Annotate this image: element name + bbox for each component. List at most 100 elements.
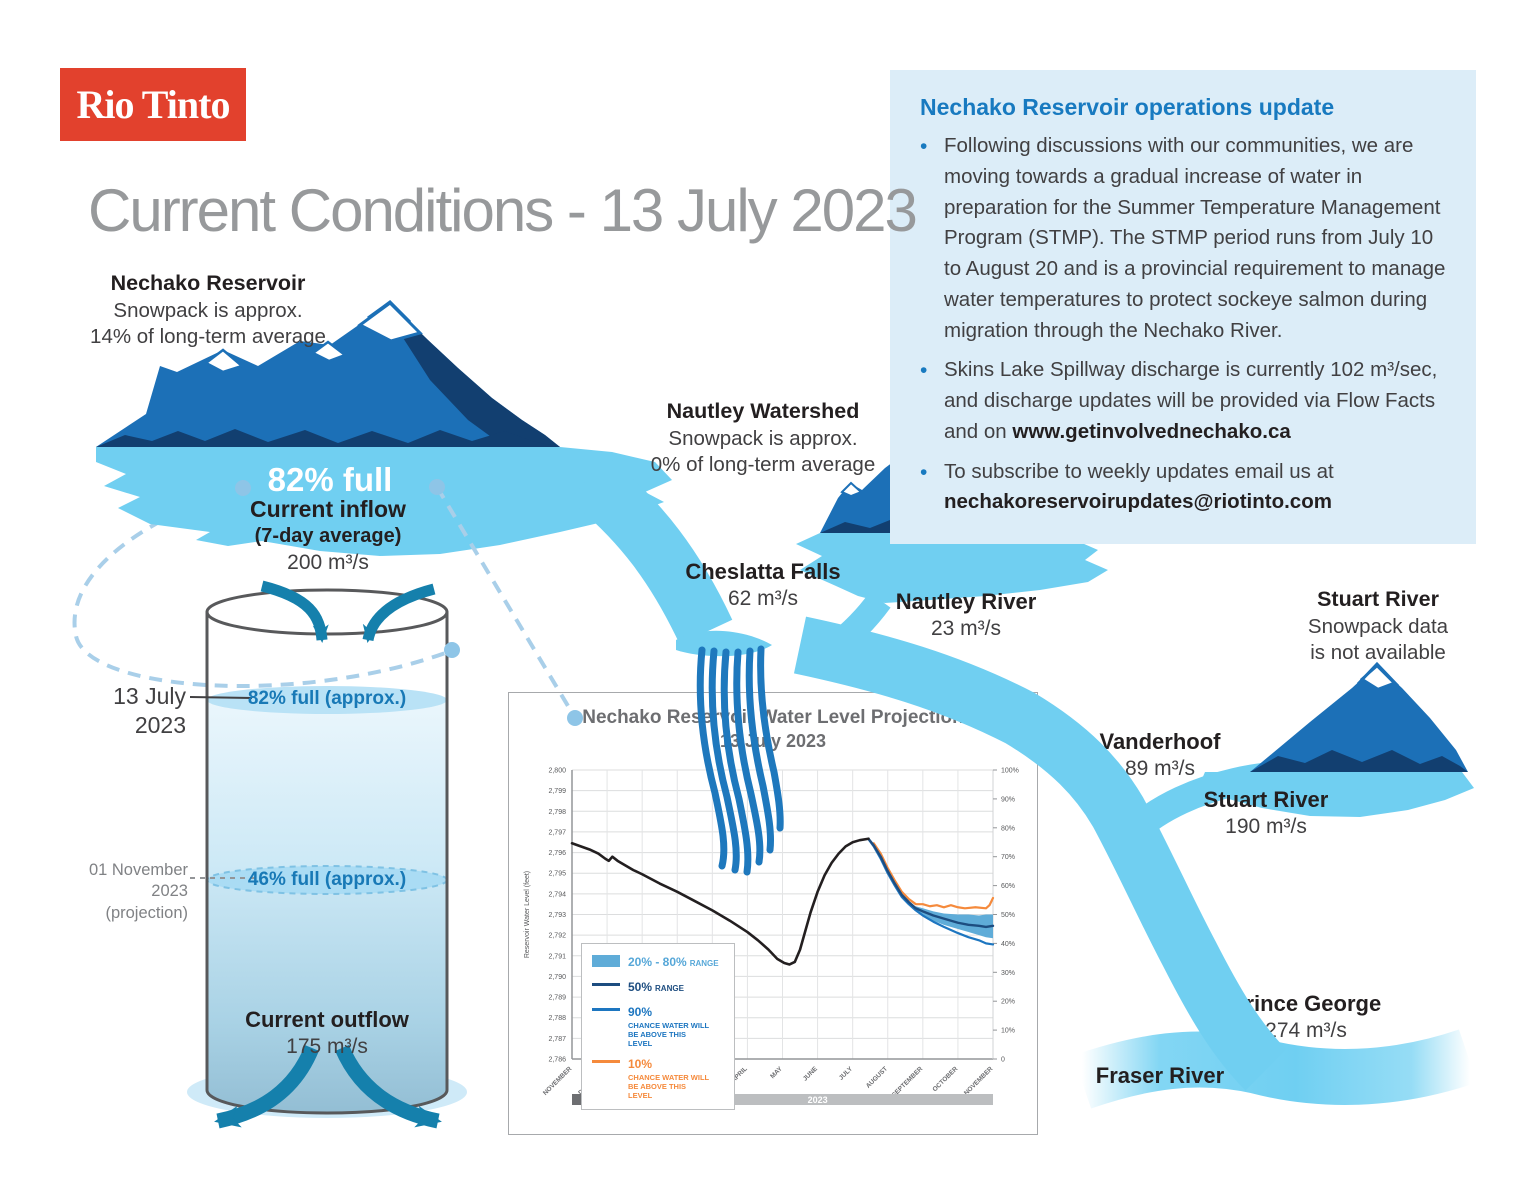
chart-ytick-label: 2,800 [548, 768, 566, 775]
inflow-arrows-icon [260, 580, 436, 643]
dashed-connector-lake-to-cylinder [72, 486, 449, 689]
chart-legend: 20% - 80% RANGE 50% RANGE 90% CHANCE WATER … [581, 943, 735, 1110]
snowcap-icon [203, 348, 245, 374]
nechako-reservoir-label: Nechako Reservoir Snowpack is approx. 14… [40, 270, 376, 350]
projection-note: (projection) [105, 903, 188, 922]
legend-10-sub: CHANCE WATER WILL BE ABOVE THIS LEVEL [628, 1073, 709, 1100]
bullet-dot-icon: • [920, 460, 928, 484]
river-lake-to-falls [569, 455, 733, 645]
legend-50-sub: RANGE [655, 984, 684, 993]
chart-y2tick-label: 100% [1001, 768, 1019, 775]
chart-ytick-label: 2,792 [548, 933, 566, 940]
rio-tinto-logo: Rio Tinto [60, 68, 246, 141]
stuart-river-label: Stuart River 190 m³/s [1166, 786, 1366, 841]
chart-year-bar-label: 2023 [808, 1095, 828, 1105]
legend-10-label: 10% [628, 1057, 653, 1071]
ops-bullet-2-text: Skins Lake Spillway discharge is current… [944, 358, 1438, 443]
pointer-line-current [189, 696, 253, 699]
stuart-snowpack-line2: is not available [1310, 640, 1446, 664]
ops-bullet-2: • Skins Lake Spillway discharge is curre… [920, 355, 1446, 447]
chart-ytick-label: 2,796 [548, 850, 566, 857]
chart-y-axis-title: Reservoir Water Level (feet) [524, 871, 531, 958]
outflow-value: 175 m³/s [286, 1035, 368, 1059]
legend-90-label: 90% [628, 1005, 653, 1019]
inflow-average-note: (7-day average) [254, 525, 402, 548]
chart-ytick-label: 2,787 [548, 1036, 566, 1043]
stuart-river-title: Stuart River [1203, 787, 1329, 812]
line-swatch-icon [592, 983, 620, 986]
legend-band-sub: RANGE [689, 959, 719, 968]
chart-ytick-label: 2,789 [548, 995, 566, 1002]
ops-bullet-3-text: To subscribe to weekly updates email us … [944, 459, 1334, 483]
chart-ytick-label: 2,791 [548, 953, 566, 960]
vanderhoof-value: 89 m³/s [1124, 757, 1195, 781]
ops-bullet-1-text: Following discussions with our communiti… [944, 134, 1446, 342]
nautley-snowpack-line1: Snowpack is approx. [668, 426, 858, 450]
ops-bullet-3-email[interactable]: nechakoreservoirupdates@riotinto.com [944, 490, 1332, 514]
chart-ytick-label: 2,798 [548, 809, 566, 816]
ops-bullet-2-link[interactable]: www.getinvolvednechako.ca [1012, 419, 1291, 443]
chart-ytick-label: 2,795 [548, 871, 566, 878]
cheslatta-value: 62 m³/s [727, 587, 798, 611]
current-inflow-label: Current inflow (7-day average) 200 m³/s [208, 495, 448, 577]
ops-bullet-3: • To subscribe to weekly updates email u… [920, 457, 1446, 519]
bullet-dot-icon: • [920, 135, 928, 158]
chart-y2tick-label: 90% [1001, 796, 1015, 803]
nautley-watershed-label: Nautley Watershed Snowpack is approx. 0%… [595, 398, 931, 478]
chart-month-label: NOVEMBER [542, 1065, 574, 1097]
legend-item-band: 20% - 80% RANGE [592, 953, 726, 971]
vanderhoof-title: Vanderhoof [1099, 729, 1221, 754]
current-outflow-label: Current outflow 175 m³/s [227, 1006, 427, 1061]
prince-george-label: Prince George 274 m³/s [1206, 990, 1406, 1045]
current-level-label: 82% full (approx.) [247, 688, 407, 709]
snowcap-icon [310, 340, 348, 363]
legend-90-sub: CHANCE WATER WILL BE ABOVE THIS LEVEL [628, 1021, 709, 1048]
chart-y2tick-label: 70% [1001, 854, 1015, 861]
chart-month-label: OCTOBER [931, 1065, 959, 1093]
nechako-snowpack-line2: 14% of long-term average [90, 324, 326, 348]
chart-ytick-label: 2,788 [548, 1015, 566, 1022]
projection-date-label: 01 November 2023 (projection) [48, 860, 188, 924]
legend-item-10: 10% CHANCE WATER WILL BE ABOVE THIS LEVEL [592, 1055, 726, 1100]
chart-ytick-label: 2,794 [548, 891, 566, 898]
chart-y2tick-label: 40% [1001, 941, 1015, 948]
chart-ytick-label: 2,786 [548, 1057, 566, 1064]
chart-ytick-label: 2,793 [548, 912, 566, 919]
line-swatch-icon [592, 1008, 620, 1011]
legend-50-label: 50% [628, 980, 653, 994]
prince-george-value: 274 m³/s [1265, 1019, 1347, 1043]
water-level-current-ellipse [207, 686, 447, 714]
chart-y2tick-label: 50% [1001, 912, 1015, 919]
chart-ytick-label: 2,799 [548, 788, 566, 795]
prince-george-title: Prince George [1230, 991, 1382, 1016]
chart-month-label: AUGUST [865, 1065, 889, 1089]
line-swatch-icon [592, 1060, 620, 1063]
legend-item-50: 50% RANGE [592, 978, 726, 996]
nautley-river-title: Nautley River [895, 589, 1037, 614]
chart-month-label: JULY [838, 1065, 855, 1082]
nautley-river-label: Nautley River 23 m³/s [866, 588, 1066, 643]
fraser-river-label: Fraser River [1095, 1063, 1225, 1088]
chart-month-label: MAY [769, 1065, 784, 1080]
nautley-river-value: 23 m³/s [930, 617, 1001, 641]
vanderhoof-label: Vanderhoof 89 m³/s [1060, 728, 1260, 783]
nautley-snowpack-line2: 0% of long-term average [650, 452, 876, 476]
operations-update-box: Nechako Reservoir operations update • Fo… [890, 70, 1476, 544]
chart-month-label: SEPTEMBER [891, 1065, 925, 1099]
water-level-projection-chart: Nechako Reservoir Water Level Projection… [508, 692, 1038, 1135]
chart-month-label: NOVEMBER [963, 1065, 995, 1097]
nautley-lake-shape [796, 533, 1108, 603]
chart-y2tick-label: 30% [1001, 970, 1015, 977]
stuart-river-value: 190 m³/s [1225, 815, 1307, 839]
ops-bullet-1: • Following discussions with our communi… [920, 131, 1446, 346]
chart-ytick-label: 2,797 [548, 829, 566, 836]
inflow-title: Current inflow [250, 496, 406, 522]
page-title: Current Conditions - 13 July 2023 [88, 177, 918, 244]
legend-band-label: 20% - 80% [628, 955, 687, 969]
connector-dot [444, 642, 460, 658]
stuart-snowpack-line1: Snowpack data [1307, 614, 1449, 638]
chart-y2tick-label: 60% [1001, 883, 1015, 890]
bullet-dot-icon: • [920, 359, 928, 383]
cheslatta-falls-label: Cheslatta Falls 62 m³/s [663, 558, 863, 613]
